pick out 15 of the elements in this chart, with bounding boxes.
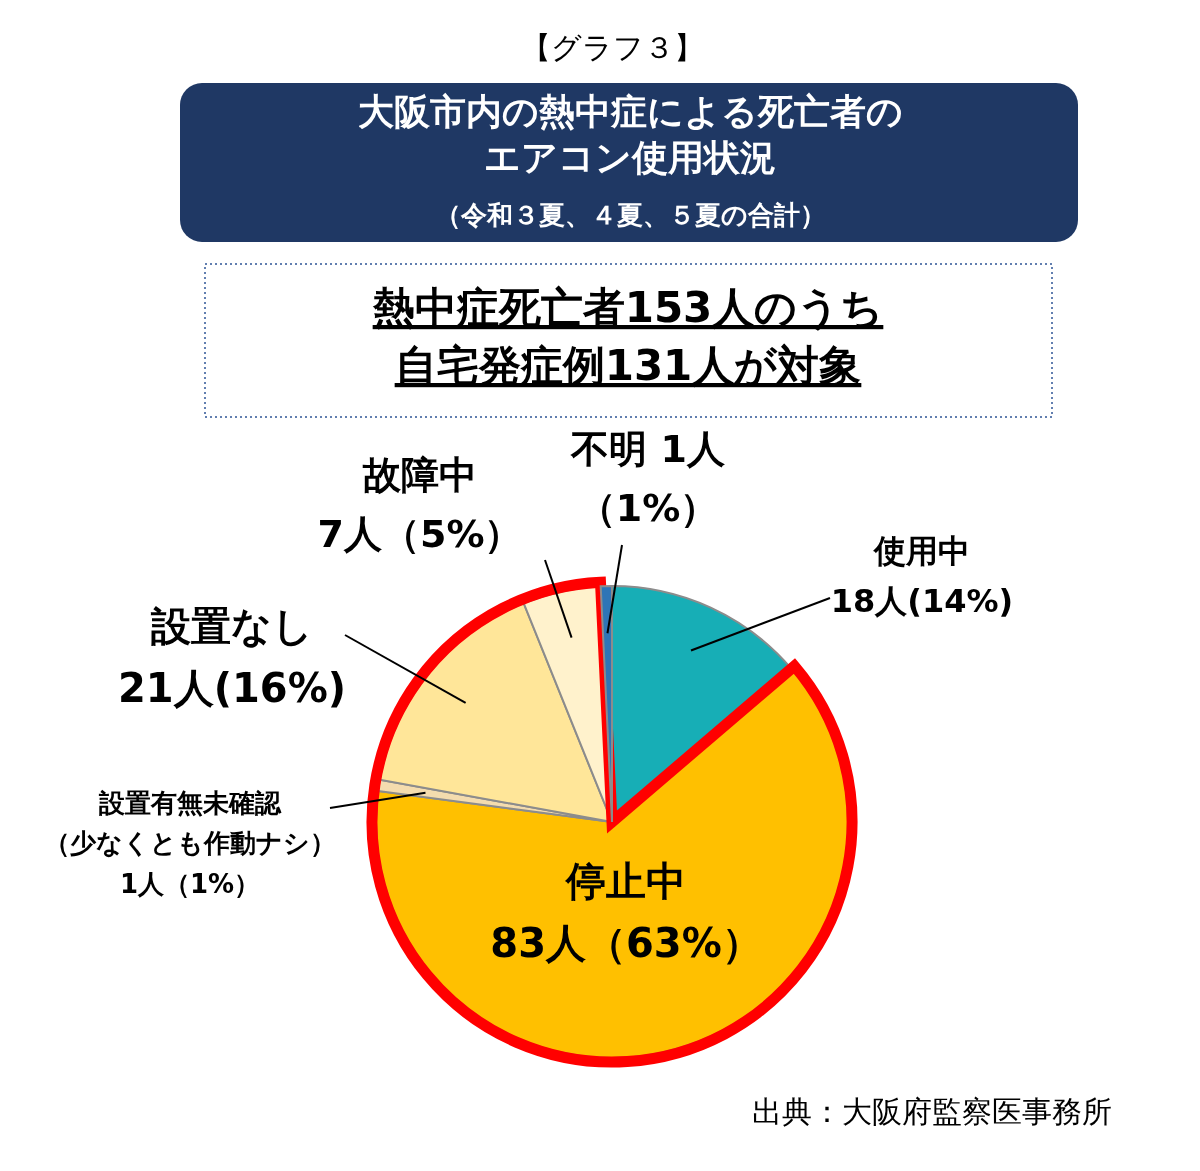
slice-label: 不明 1人（1%）: [570, 427, 725, 530]
data-label: 21人(16%): [118, 665, 346, 711]
chart-title: 大阪市内の熱中症による死亡者のエアコン使用状況: [357, 91, 903, 178]
data-label: 18人(14%): [830, 581, 1014, 620]
slice-label: 設置なし: [150, 603, 313, 649]
slice-label: 停止中: [564, 858, 686, 904]
data-label: 7人（5%）: [317, 511, 523, 556]
source-note: 出典：大阪府監察医事務所: [752, 1094, 1112, 1129]
slice-label: 設置有無未確認（少なくとも作動ナシ）: [44, 788, 336, 859]
slice-label: 故障中: [362, 453, 477, 497]
data-label: 1人（1%）: [119, 868, 261, 899]
data-label: 83人（63%）: [490, 920, 762, 966]
slice-label: 使用中: [873, 532, 970, 570]
chart-subtitle: （令和３夏、４夏、５夏の合計）: [434, 200, 826, 230]
text: 【グラフ３】: [520, 30, 704, 65]
